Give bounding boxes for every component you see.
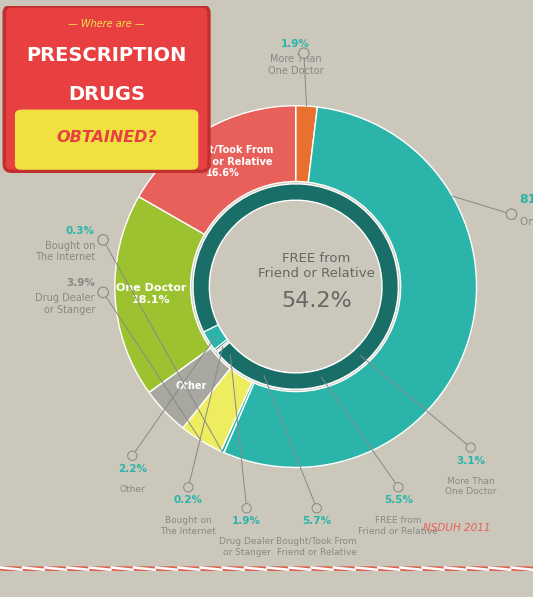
Text: 5.7%: 5.7% <box>302 516 331 527</box>
Circle shape <box>39 567 71 570</box>
Circle shape <box>466 443 475 453</box>
Text: 0.3%: 0.3% <box>66 226 95 236</box>
Circle shape <box>239 567 271 570</box>
Text: More Than
One Doctor: More Than One Doctor <box>445 477 496 496</box>
Text: 81.6%: 81.6% <box>520 193 533 205</box>
Circle shape <box>17 567 50 570</box>
Text: One Doctor
18.1%: One Doctor 18.1% <box>116 284 187 305</box>
Wedge shape <box>149 348 230 428</box>
Wedge shape <box>345 340 376 371</box>
Circle shape <box>98 287 108 298</box>
Wedge shape <box>295 360 350 389</box>
Text: 3.9%: 3.9% <box>66 278 95 288</box>
Text: 1.9%: 1.9% <box>232 516 261 527</box>
Circle shape <box>506 567 533 570</box>
Text: 54.2%: 54.2% <box>281 291 352 310</box>
Wedge shape <box>235 356 292 389</box>
Circle shape <box>328 567 360 570</box>
Text: 5.5%: 5.5% <box>384 496 413 506</box>
Circle shape <box>62 567 94 570</box>
Text: Bought/Took From
Friend or Relative: Bought/Took From Friend or Relative <box>276 537 357 557</box>
Text: Bought on
The Internet: Bought on The Internet <box>160 516 216 536</box>
FancyBboxPatch shape <box>4 6 209 171</box>
Circle shape <box>395 567 427 570</box>
Circle shape <box>298 48 309 59</box>
Text: Other: Other <box>119 485 145 494</box>
Text: 2.2%: 2.2% <box>118 464 147 474</box>
Circle shape <box>312 504 321 513</box>
Circle shape <box>462 567 494 570</box>
Circle shape <box>394 482 403 492</box>
Text: Bought/Took From
Friend or Relative
16.6%: Bought/Took From Friend or Relative 16.6… <box>174 145 273 178</box>
Circle shape <box>439 567 471 570</box>
Circle shape <box>242 504 252 513</box>
Circle shape <box>262 567 294 570</box>
Circle shape <box>373 567 405 570</box>
Circle shape <box>127 451 137 460</box>
Wedge shape <box>296 106 317 182</box>
Circle shape <box>184 482 193 492</box>
Text: FREE from
Friend or Relative: FREE from Friend or Relative <box>258 251 375 279</box>
Text: 1.9%: 1.9% <box>281 39 310 49</box>
Text: 0.2%: 0.2% <box>174 496 203 506</box>
Text: NSDUH 2011: NSDUH 2011 <box>423 522 490 533</box>
Circle shape <box>128 567 160 570</box>
Circle shape <box>217 567 249 570</box>
Circle shape <box>484 567 516 570</box>
Circle shape <box>417 567 449 570</box>
Circle shape <box>0 567 27 570</box>
Circle shape <box>351 567 383 570</box>
Wedge shape <box>193 184 398 389</box>
Text: — Where are —: — Where are — <box>68 19 145 29</box>
Circle shape <box>173 567 205 570</box>
Circle shape <box>284 567 316 570</box>
Circle shape <box>506 209 517 220</box>
Wedge shape <box>139 106 296 235</box>
Text: PRESCRIPTION: PRESCRIPTION <box>27 46 187 65</box>
Circle shape <box>306 567 338 570</box>
FancyBboxPatch shape <box>15 110 198 170</box>
Text: 3.1%: 3.1% <box>456 456 485 466</box>
Circle shape <box>84 567 116 570</box>
Wedge shape <box>183 368 252 451</box>
Text: FREE from
Friend or Relative: FREE from Friend or Relative <box>358 516 438 536</box>
Text: OBTAINED?: OBTAINED? <box>56 130 157 144</box>
Wedge shape <box>221 382 254 453</box>
Wedge shape <box>224 107 477 467</box>
Text: More Than
One Doctor: More Than One Doctor <box>268 54 324 76</box>
Circle shape <box>98 235 108 245</box>
Text: DRUGS: DRUGS <box>68 85 145 103</box>
Wedge shape <box>204 325 228 349</box>
Wedge shape <box>219 344 241 367</box>
Text: Bought on
The Internet: Bought on The Internet <box>35 241 95 262</box>
Text: Other: Other <box>175 381 207 391</box>
Circle shape <box>106 567 138 570</box>
Circle shape <box>195 567 227 570</box>
Text: Drug Dealer
or Stanger: Drug Dealer or Stanger <box>36 293 95 315</box>
Circle shape <box>150 567 182 570</box>
Text: One Doctor: One Doctor <box>520 217 533 227</box>
Text: Drug Dealer
or Stanger: Drug Dealer or Stanger <box>219 537 274 557</box>
Wedge shape <box>115 196 211 392</box>
